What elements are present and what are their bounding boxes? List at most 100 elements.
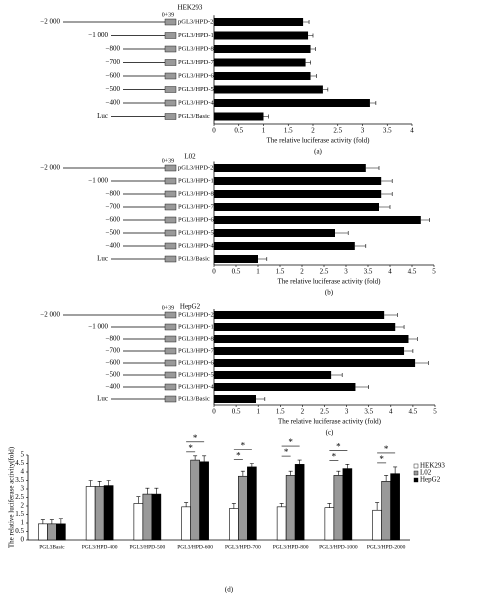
- error-bar: [331, 373, 343, 377]
- construct-label: PGL3/HPD-400: [178, 99, 220, 106]
- caption: (d): [225, 586, 234, 594]
- x-tick-label: 2: [301, 408, 305, 416]
- x-tick-label: 3: [345, 408, 349, 416]
- luc-box: [164, 395, 177, 403]
- bar: [381, 481, 391, 541]
- caption: (b): [325, 289, 334, 297]
- error-bar: [345, 464, 350, 469]
- luc-box: [164, 45, 177, 53]
- error-bar: [288, 470, 293, 476]
- construct-label: PGL3/HPD-1000: [178, 32, 224, 39]
- construct-label: pGL3/HPD-2000: [178, 18, 223, 25]
- promoter-label: −800: [106, 190, 121, 198]
- luc-box: [164, 359, 177, 367]
- error-bar: [154, 487, 159, 495]
- bar: [214, 255, 258, 263]
- construct-label: PGL3/HPD-600: [178, 72, 220, 79]
- x-tick-label: PGL3/HPD-1000: [319, 544, 358, 550]
- x-tick-label: 1: [256, 268, 260, 276]
- significance-mark: *: [384, 444, 389, 454]
- construct-label: PGL3/HPD-700: [178, 347, 220, 354]
- x-axis-label: The relative luciferase activity (fold): [277, 278, 381, 286]
- luc-box: [164, 113, 177, 120]
- construct-label: PGL3/HPD-500: [178, 371, 220, 378]
- error-bar: [381, 179, 393, 183]
- significance-mark: *: [379, 454, 384, 464]
- promoter-label: −400: [106, 242, 121, 250]
- bar: [214, 18, 304, 26]
- bar: [276, 506, 287, 541]
- x-tick-label: 3.5: [364, 268, 373, 276]
- legend-label: HEK293: [420, 462, 445, 470]
- error-bar: [369, 101, 377, 105]
- error-bar: [193, 455, 198, 461]
- panel-title: HEK293: [178, 4, 203, 12]
- x-axis-label: The relative luciferase activity (fold): [266, 137, 370, 145]
- bar: [214, 347, 405, 355]
- legend-swatch: [413, 463, 419, 469]
- promoter-label: −600: [106, 72, 121, 80]
- promoter-label: −500: [106, 371, 121, 379]
- x-tick-label: 0.5: [232, 268, 241, 276]
- error-bar: [40, 519, 45, 524]
- error-bar: [308, 33, 314, 38]
- error-bar: [297, 459, 302, 465]
- y-tick-label: 3.5: [15, 476, 24, 484]
- error-bar: [305, 60, 311, 65]
- luc-box: [164, 164, 177, 172]
- y-tick-label: 0.5: [15, 527, 24, 535]
- bar: [214, 31, 309, 40]
- construct-label: pGL3/HPD-2000: [178, 164, 223, 171]
- significance-mark: *: [241, 441, 246, 451]
- significance-mark: *: [284, 447, 289, 457]
- promoter-label: −700: [106, 347, 121, 355]
- bar: [390, 473, 400, 541]
- luc-box: [164, 229, 177, 237]
- x-tick-label: 2: [311, 127, 315, 135]
- error-bar: [408, 337, 418, 341]
- error-bar: [231, 503, 236, 509]
- construct-label: PGL3/Basic: [178, 113, 210, 120]
- luc-box: [164, 86, 177, 93]
- promoter-label: −1 000: [88, 323, 108, 331]
- significance-mark: *: [188, 443, 193, 453]
- promoter-label: Luc: [97, 395, 108, 403]
- construct-label: PGL3/HPD-800: [178, 335, 220, 342]
- luc-box: [164, 347, 177, 355]
- x-tick-label: 0: [212, 408, 216, 416]
- start-label: 0+39: [162, 12, 174, 18]
- error-bar: [106, 480, 111, 486]
- construct-label: PGL3/HPD-1000: [178, 323, 224, 330]
- promoter-label: −2 000: [40, 164, 60, 172]
- legend-label: HepG2: [420, 476, 441, 484]
- luc-box: [164, 371, 177, 379]
- x-tick-label: 4.5: [409, 408, 418, 416]
- y-tick-label: 1: [21, 519, 25, 527]
- promoter-label: −600: [106, 359, 121, 367]
- luc-box: [164, 203, 177, 211]
- promoter-label: −400: [106, 99, 121, 107]
- promoter-label: −800: [106, 45, 121, 53]
- y-tick-label: 2: [21, 502, 25, 510]
- error-bar: [379, 205, 391, 209]
- y-tick-label: 1.5: [15, 510, 24, 518]
- bar: [214, 99, 370, 107]
- x-tick-label: 3: [344, 268, 348, 276]
- luc-box: [164, 383, 177, 391]
- bar: [285, 475, 296, 541]
- error-bar: [310, 74, 317, 78]
- promoter-label: −400: [106, 383, 121, 391]
- bar: [199, 461, 209, 541]
- error-bar: [240, 470, 245, 477]
- luc-box: [164, 323, 177, 331]
- construct-label: PGL3/Basic: [178, 395, 210, 402]
- promoter-label: −600: [106, 216, 121, 224]
- y-tick-label: 4: [21, 468, 25, 476]
- bar: [214, 216, 421, 224]
- bar: [214, 190, 382, 198]
- start-label: 0+39: [162, 158, 174, 164]
- x-tick-label: 0: [212, 268, 216, 276]
- significance-mark: *: [193, 433, 198, 443]
- bar: [181, 506, 191, 541]
